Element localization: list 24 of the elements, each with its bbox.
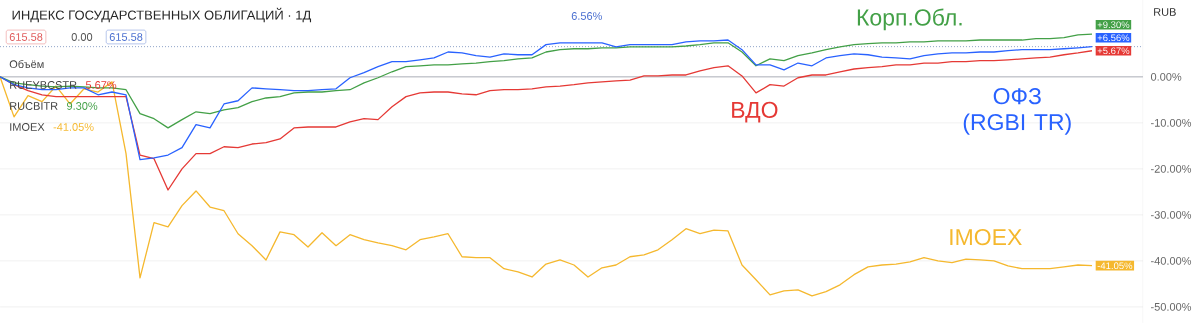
series-label: IMOEX <box>950 228 1022 246</box>
data-label: +9.30% <box>1097 21 1130 29</box>
data-label: +6.56% <box>1097 34 1130 42</box>
data-label: -41.05% <box>1097 262 1133 270</box>
annotation: 615.58 <box>109 33 143 41</box>
y-tick-label: -50.00% <box>1151 303 1192 311</box>
y-tick-label: -10.00% <box>1151 118 1192 127</box>
y-tick-label: -30.00% <box>1151 210 1192 219</box>
text: RUB <box>1154 8 1176 16</box>
annotation: Объём <box>9 59 44 69</box>
series-label: ВДО <box>732 101 778 123</box>
annotation: 615.58 <box>9 33 43 41</box>
y-tick-label: -20.00% <box>1151 164 1192 173</box>
series-label: Корп.Обл. <box>857 8 962 31</box>
series-label: ОФЗ (RGBI TR) <box>963 88 1071 135</box>
annotation: 6.56% <box>571 12 602 20</box>
text: ИНДЕКС ГОСУДАРСТВЕННЫХ ОБЛИГАЦИЙ · 1Д <box>12 7 312 23</box>
y-tick-label: -40.00% <box>1151 256 1192 265</box>
data-label: +5.67% <box>1097 47 1130 55</box>
annotation: -41.05% <box>53 123 94 131</box>
annotation: IMOEX <box>10 123 45 131</box>
y-tick-label: 0.00% <box>1150 72 1182 81</box>
annotation: 0.00 <box>71 33 93 41</box>
annotation: 9.30% <box>67 102 98 110</box>
